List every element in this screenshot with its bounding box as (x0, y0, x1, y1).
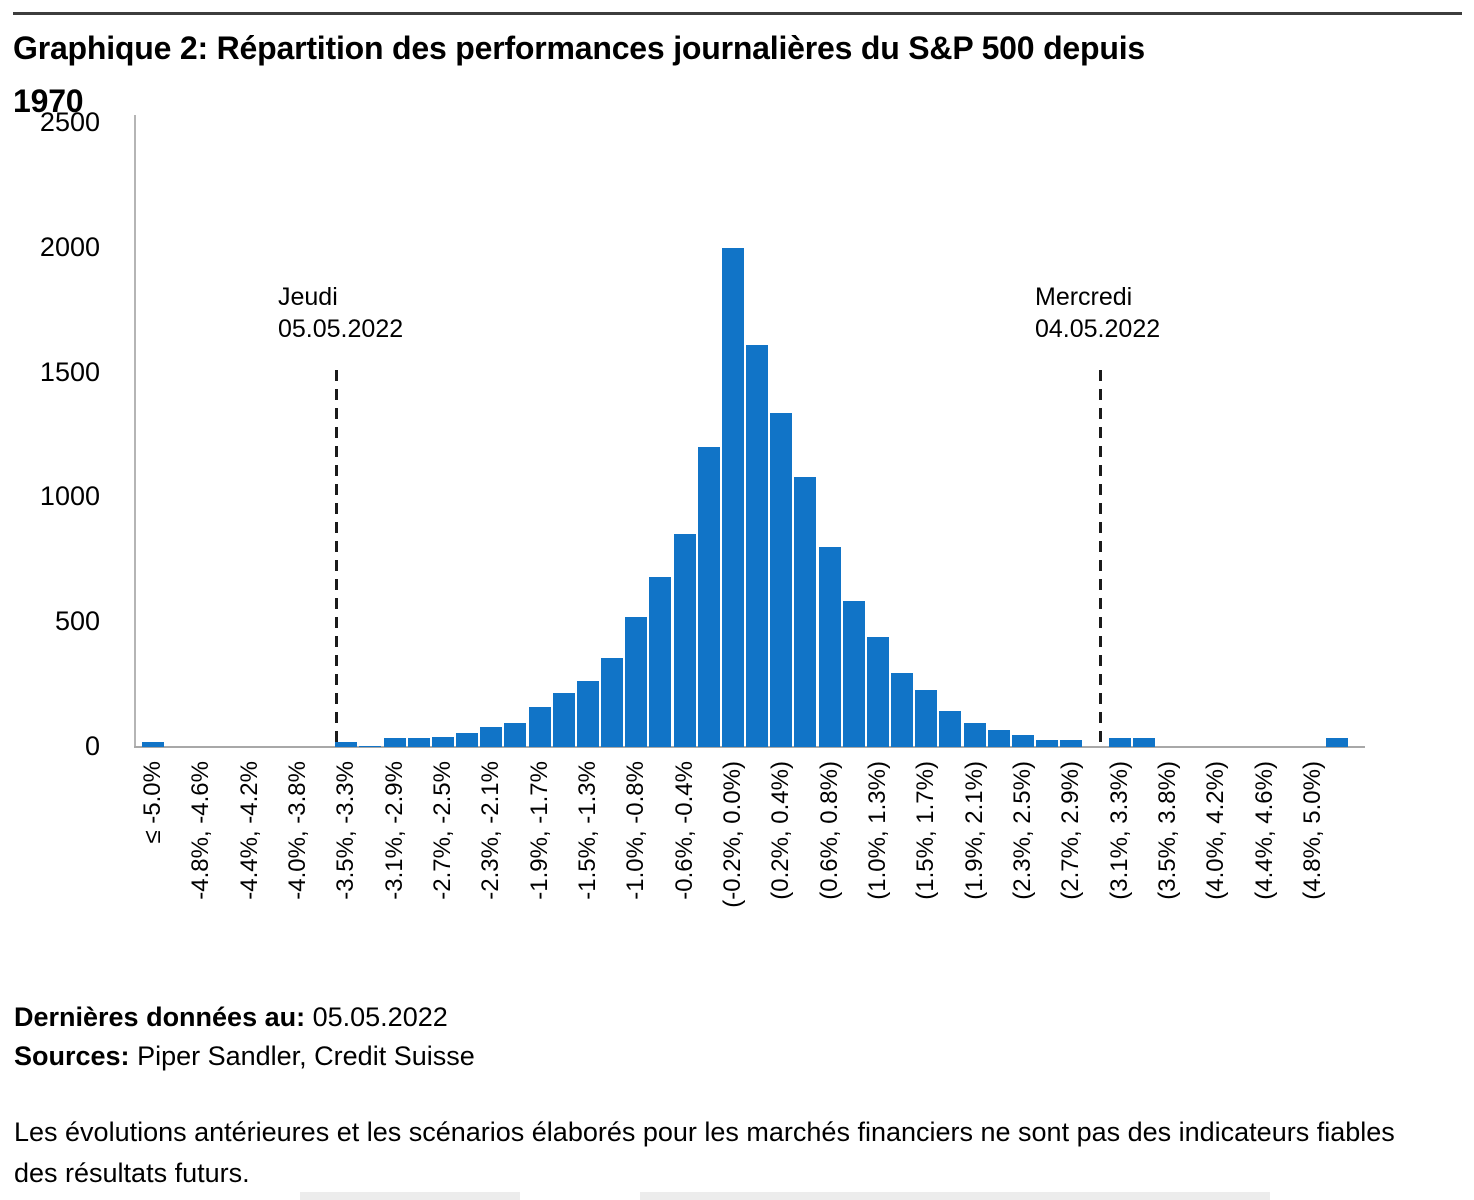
bar (601, 658, 624, 747)
bar (359, 745, 382, 747)
dashed-line-mercredi (1099, 370, 1102, 742)
bar (528, 707, 551, 747)
last-data-value: 05.05.2022 (312, 1002, 448, 1032)
x-axis-line (134, 746, 1365, 748)
bar (552, 693, 575, 747)
bar (697, 447, 720, 747)
chart-title-line-2: 1970 (13, 83, 84, 119)
bar (746, 345, 769, 747)
x-tick-label: -2.7%, -2.5% (428, 761, 456, 900)
annotation-jeudi: Jeudi 05.05.2022 (278, 281, 403, 345)
bar (891, 673, 914, 747)
bar (456, 733, 479, 747)
bar (625, 617, 648, 747)
x-tick-label: -3.5%, -3.3% (332, 761, 360, 900)
bar (770, 412, 793, 747)
bar (842, 600, 865, 747)
x-tick-label: (1.5%, 1.7%) (912, 761, 940, 900)
y-tick-label: 2500 (39, 107, 100, 137)
annotation-mercredi-date: 04.05.2022 (1035, 315, 1161, 343)
bar (866, 637, 889, 747)
x-tick-label: (4.0%, 4.2%) (1202, 761, 1230, 900)
cropped-content-remnant (640, 1192, 1270, 1200)
bar (142, 742, 164, 747)
bar (818, 547, 841, 747)
y-tick-label: 500 (54, 606, 100, 637)
x-tick-label: (0.2%, 0.4%) (767, 761, 795, 900)
x-tick-label: ≤ -5.0% (139, 761, 166, 844)
annotation-mercredi: Mercredi 04.05.2022 (1035, 281, 1160, 345)
bar (1060, 739, 1083, 747)
x-tick-label: -1.9%, -1.7% (525, 761, 553, 900)
sources-label: Sources: (14, 1041, 130, 1071)
bar (963, 723, 986, 747)
y-tick-label: 0 (84, 731, 100, 761)
x-tick-label: (2.7%, 2.9%) (1057, 761, 1085, 900)
bar (939, 710, 962, 747)
bar (721, 247, 744, 747)
chart-title: Graphique 2: Répartition des performance… (13, 22, 1463, 128)
x-tick-label: (3.1%, 3.3%) (1105, 761, 1133, 900)
x-tick-label: (4.8%, 5.0%) (1298, 761, 1326, 900)
x-tick-label: -2.3%, -2.1% (477, 761, 505, 900)
x-tick-label: (-0.2%, 0.0%) (718, 761, 746, 908)
y-tick-label: 2000 (39, 231, 100, 262)
last-data-label: Dernières données au: (14, 1002, 306, 1032)
bar (1011, 734, 1034, 747)
x-tick-label: -1.5%, -1.3% (573, 761, 601, 900)
bar (794, 477, 817, 747)
x-tick-label: -3.1%, -2.9% (380, 761, 408, 900)
top-rule (13, 12, 1462, 15)
x-tick-label: -4.4%, -4.2% (235, 761, 263, 900)
x-tick-label: (3.5%, 3.8%) (1153, 761, 1181, 900)
bar (1326, 738, 1349, 747)
chart-title-line-1: Graphique 2: Répartition des performance… (13, 30, 1145, 66)
y-tick-label: 1000 (39, 481, 100, 512)
annotation-jeudi-day: Jeudi (278, 283, 338, 311)
cropped-content-remnant (300, 1192, 520, 1200)
bar (407, 738, 430, 747)
last-data-line: Dernières données au: 05.05.2022 (14, 998, 475, 1037)
sources-line: Sources: Piper Sandler, Credit Suisse (14, 1037, 475, 1076)
bar (504, 723, 527, 747)
x-tick-label: -0.6%, -0.4% (670, 761, 698, 900)
bar (1036, 739, 1059, 747)
y-axis-line (134, 115, 136, 748)
x-tick-label: (2.3%, 2.5%) (1008, 761, 1036, 900)
bar (915, 689, 938, 747)
x-tick-label: -4.8%, -4.6% (187, 761, 215, 900)
annotation-jeudi-date: 05.05.2022 (278, 315, 404, 343)
x-tick-label: (1.9%, 2.1%) (960, 761, 988, 900)
x-tick-label: (4.4%, 4.6%) (1250, 761, 1278, 900)
bar (1108, 738, 1131, 747)
annotation-mercredi-day: Mercredi (1035, 283, 1133, 311)
x-tick-label: -4.0%, -3.8% (283, 761, 311, 900)
bar (383, 738, 406, 747)
bar (576, 680, 599, 747)
disclaimer-text: Les évolutions antérieures et les scénar… (14, 1117, 1395, 1188)
bar (673, 533, 696, 747)
bar (1132, 738, 1155, 747)
bar (649, 577, 672, 747)
bar (431, 737, 454, 747)
x-tick-label: (0.6%, 0.8%) (815, 761, 843, 900)
bar (335, 742, 358, 747)
y-tick-label: 1500 (39, 356, 100, 387)
x-tick-label: -1.0%, -0.8% (622, 761, 650, 900)
sources-value: Piper Sandler, Credit Suisse (137, 1041, 475, 1071)
bar (480, 727, 503, 747)
bar (987, 729, 1010, 747)
x-tick-label: (1.0%, 1.3%) (863, 761, 891, 900)
source-block: Dernières données au: 05.05.2022 Sources… (14, 998, 475, 1076)
dashed-line-jeudi (335, 370, 338, 747)
